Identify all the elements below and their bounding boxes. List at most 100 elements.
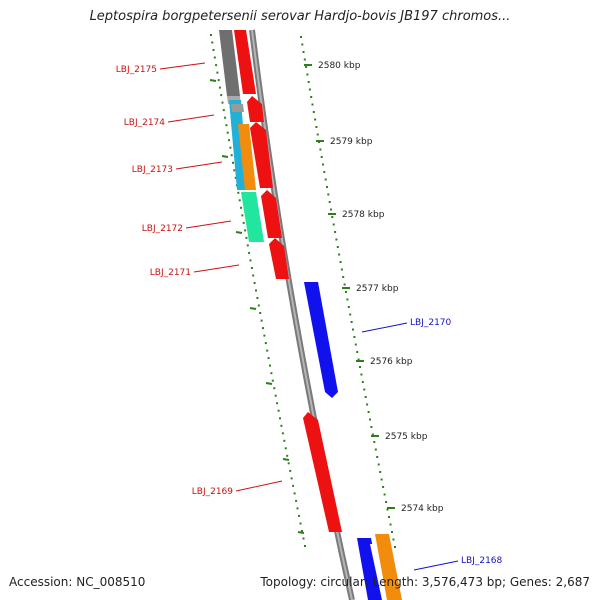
gene-label-lbj2174[interactable]: LBJ_2174 xyxy=(124,118,166,128)
leader-lbj2169 xyxy=(235,480,283,492)
gene-arrow-lbj2168-blue[interactable] xyxy=(357,538,383,600)
tick-dot xyxy=(213,56,216,59)
cds-block-green[interactable] xyxy=(241,192,264,242)
gene-label-lbj2168[interactable]: LBJ_2168 xyxy=(461,556,503,566)
tick-dot xyxy=(363,388,366,391)
tick-dot xyxy=(367,411,370,413)
tick-dot xyxy=(270,372,273,375)
leader-lbj2175 xyxy=(159,62,206,70)
accession-label: Accession: NC_008510 xyxy=(9,575,146,589)
tick-dash xyxy=(221,155,229,158)
tick-dot xyxy=(312,111,315,113)
gene-label-lbj2173[interactable]: LBJ_2173 xyxy=(132,165,173,175)
cds-block-orange[interactable] xyxy=(238,124,256,190)
tick-dot xyxy=(273,387,276,390)
inner-tick-track xyxy=(210,34,306,547)
tick-dot xyxy=(286,454,289,457)
tick-dot xyxy=(211,41,214,44)
tick-dot xyxy=(339,261,342,263)
tick-dot xyxy=(388,516,390,518)
tick-dot xyxy=(256,297,259,299)
tick-dot xyxy=(386,508,389,511)
gene-label-lbj2170[interactable]: LBJ_2170 xyxy=(410,318,452,328)
tick-dot xyxy=(389,523,392,526)
tick-dot xyxy=(374,448,377,451)
tick-dot xyxy=(300,36,302,38)
tick-dot xyxy=(290,477,293,480)
tick-dot xyxy=(267,357,270,360)
tick-dot xyxy=(343,283,346,286)
gene-arrow-lbj2174[interactable] xyxy=(247,96,264,122)
tick-dot xyxy=(225,124,228,127)
gene-label-lbj2169[interactable]: LBJ_2169 xyxy=(192,487,234,497)
tick-dot xyxy=(391,531,393,533)
tick-dot xyxy=(266,349,269,352)
tick-dot xyxy=(253,282,256,284)
gene-arrow-lbj2171[interactable] xyxy=(269,238,289,279)
tick-dot xyxy=(308,88,311,91)
tick-dot xyxy=(255,289,257,292)
gene-label-lbj2172[interactable]: LBJ_2172 xyxy=(142,224,183,234)
tick-dot xyxy=(252,274,255,277)
tick-dot xyxy=(215,64,218,67)
tick-dot xyxy=(216,71,219,74)
tick-dot xyxy=(279,417,281,420)
tick-dot xyxy=(334,231,337,233)
tick-dot xyxy=(385,501,388,503)
tick-dot xyxy=(377,463,380,466)
tick-dot xyxy=(305,66,308,68)
gene-arrow-lbj2168-orange[interactable] xyxy=(375,534,402,600)
tick-dot xyxy=(249,259,252,262)
tick-dot xyxy=(234,176,237,179)
tick-dot xyxy=(357,358,360,361)
tick-dot xyxy=(289,469,292,472)
leader-lbj2170 xyxy=(361,322,408,333)
tick-dot xyxy=(259,312,262,314)
tick-dot xyxy=(277,409,280,412)
gene-label-lbj2175[interactable]: LBJ_2175 xyxy=(116,65,157,75)
tick-dot xyxy=(240,206,242,209)
tick-dot xyxy=(319,148,322,151)
cds-block-gray-2[interactable] xyxy=(231,104,244,112)
gene-arrow-lbj2170[interactable] xyxy=(304,282,338,398)
gene-arrow-lbj2173[interactable] xyxy=(250,122,273,188)
tick-dot xyxy=(281,432,284,435)
cds-block-gray[interactable] xyxy=(219,30,240,96)
tick-dot xyxy=(323,171,326,173)
gene-label-lbj2171[interactable]: LBJ_2171 xyxy=(150,268,191,278)
tick-dot xyxy=(238,199,241,202)
tick-dot xyxy=(292,484,295,487)
tick-dot xyxy=(303,58,306,61)
tick-dot xyxy=(212,49,215,51)
tick-dot xyxy=(222,109,225,112)
tick-dot xyxy=(366,403,369,406)
tick-dot xyxy=(230,154,233,157)
tick-dot xyxy=(311,103,314,106)
tick-dot xyxy=(283,439,286,442)
gene-arrow-lbj2172[interactable] xyxy=(261,190,282,238)
gene-arrow-lbj2175[interactable] xyxy=(234,30,256,94)
cds-track xyxy=(219,30,264,242)
tick-dot xyxy=(379,471,382,473)
tick-dot xyxy=(324,178,327,181)
tick-dot xyxy=(346,298,349,301)
gene-arrow-lbj2168-white[interactable] xyxy=(370,544,386,600)
tick-dot xyxy=(246,244,249,247)
tick-dot xyxy=(224,116,227,119)
tick-dot xyxy=(306,73,309,76)
tick-dot xyxy=(392,538,395,541)
scale-label: 2575 kbp xyxy=(385,432,428,442)
tick-dot xyxy=(233,169,236,172)
gene-arrow-lbj2169[interactable] xyxy=(303,412,342,532)
tick-dot xyxy=(287,462,290,465)
scale-label: 2580 kbp xyxy=(318,61,361,71)
tick-dot xyxy=(345,291,347,293)
tick-dot xyxy=(338,253,341,256)
tick-dot xyxy=(316,133,319,136)
forward-genes xyxy=(234,30,342,532)
tick-dot xyxy=(210,34,212,36)
label-leaders xyxy=(159,62,459,571)
tick-dot xyxy=(330,208,332,211)
tick-dot xyxy=(293,492,296,495)
